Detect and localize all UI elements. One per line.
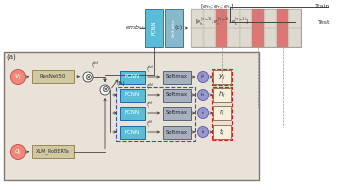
- Circle shape: [197, 108, 209, 119]
- Circle shape: [197, 71, 209, 82]
- FancyBboxPatch shape: [252, 28, 264, 47]
- FancyBboxPatch shape: [216, 28, 227, 47]
- FancyBboxPatch shape: [216, 9, 227, 28]
- Text: Softmax: Softmax: [166, 130, 188, 135]
- Text: Softmax: Softmax: [166, 74, 188, 79]
- Text: ⊗: ⊗: [101, 86, 109, 94]
- FancyBboxPatch shape: [240, 28, 252, 47]
- FancyBboxPatch shape: [120, 89, 145, 101]
- FancyBboxPatch shape: [4, 52, 259, 180]
- FancyBboxPatch shape: [213, 88, 231, 102]
- Text: $[e_{\hat{h}_i}^{(\tau-1)}; e_{\hat{r}_i}^{(\tau-1)}; e_{\hat{t}_i}^{(\tau-1)}]$: $[e_{\hat{h}_i}^{(\tau-1)}; e_{\hat{r}_i…: [195, 15, 249, 28]
- FancyBboxPatch shape: [120, 70, 145, 83]
- Text: Softmax: Softmax: [166, 93, 188, 97]
- Text: $f_i^{(z)}$: $f_i^{(z)}$: [146, 64, 154, 75]
- Text: Test: Test: [318, 20, 330, 25]
- FancyBboxPatch shape: [213, 106, 231, 120]
- Text: (c): (c): [175, 25, 183, 31]
- Text: Train: Train: [315, 5, 330, 10]
- Text: $\hat{r}_i$: $\hat{r}_i$: [201, 109, 205, 117]
- FancyBboxPatch shape: [32, 70, 74, 83]
- Text: $emb_{kb}$: $emb_{kb}$: [125, 24, 146, 32]
- FancyBboxPatch shape: [191, 9, 203, 28]
- Text: Softmax: Softmax: [166, 111, 188, 116]
- Text: $t_i$: $t_i$: [219, 126, 225, 138]
- Circle shape: [10, 145, 25, 159]
- Circle shape: [197, 89, 209, 101]
- FancyBboxPatch shape: [265, 9, 276, 28]
- FancyBboxPatch shape: [163, 70, 191, 83]
- FancyBboxPatch shape: [213, 70, 231, 84]
- Text: $\hat{y}_i$: $\hat{y}_i$: [200, 73, 206, 81]
- Text: $f_i^{(v)}$: $f_i^{(v)}$: [91, 60, 100, 71]
- FancyBboxPatch shape: [289, 9, 301, 28]
- Text: (b): (b): [117, 81, 126, 86]
- Text: $f_i^{(h)}$: $f_i^{(h)}$: [146, 82, 155, 93]
- FancyBboxPatch shape: [240, 9, 252, 28]
- FancyBboxPatch shape: [228, 28, 239, 47]
- Circle shape: [100, 85, 110, 95]
- FancyBboxPatch shape: [289, 28, 301, 47]
- FancyBboxPatch shape: [165, 9, 183, 47]
- Text: $q_i$: $q_i$: [14, 147, 22, 157]
- FancyBboxPatch shape: [204, 9, 215, 28]
- FancyBboxPatch shape: [120, 126, 145, 139]
- Text: Self-attn: Self-attn: [172, 19, 176, 37]
- Text: $\hat{h}_i$: $\hat{h}_i$: [200, 91, 206, 99]
- Circle shape: [83, 72, 93, 82]
- FancyBboxPatch shape: [163, 126, 191, 139]
- Text: $f_i^{(r)}$: $f_i^{(r)}$: [146, 100, 154, 111]
- FancyBboxPatch shape: [277, 9, 288, 28]
- FancyBboxPatch shape: [277, 28, 288, 47]
- Text: $[e_{h_i}; e_{r_i}; e_{t_i}]$: $[e_{h_i}; e_{r_i}; e_{t_i}]$: [200, 2, 234, 12]
- Text: $y_i$: $y_i$: [218, 72, 226, 82]
- Text: FCNN: FCNN: [125, 74, 140, 79]
- Text: FCNN: FCNN: [152, 21, 156, 35]
- FancyBboxPatch shape: [163, 89, 191, 101]
- Text: (a): (a): [6, 53, 16, 59]
- FancyBboxPatch shape: [191, 28, 203, 47]
- Text: FCNN: FCNN: [125, 93, 140, 97]
- FancyBboxPatch shape: [228, 9, 239, 28]
- FancyBboxPatch shape: [213, 125, 231, 139]
- FancyBboxPatch shape: [145, 9, 163, 47]
- Text: $f_i^{(t)}$: $f_i^{(t)}$: [146, 119, 154, 130]
- Text: $\hat{t}_i$: $\hat{t}_i$: [201, 128, 205, 136]
- FancyBboxPatch shape: [163, 107, 191, 120]
- Circle shape: [197, 127, 209, 138]
- Text: FCNN: FCNN: [125, 130, 140, 135]
- Text: FCNN: FCNN: [125, 111, 140, 116]
- FancyBboxPatch shape: [120, 107, 145, 120]
- Text: $r_i$: $r_i$: [219, 108, 225, 118]
- FancyBboxPatch shape: [252, 9, 264, 28]
- Circle shape: [10, 70, 25, 85]
- FancyBboxPatch shape: [191, 9, 301, 47]
- FancyBboxPatch shape: [204, 28, 215, 47]
- Text: $v_i$: $v_i$: [14, 72, 22, 82]
- FancyBboxPatch shape: [265, 28, 276, 47]
- Text: ResNet50: ResNet50: [40, 74, 66, 79]
- Text: XLM_RoBERTa: XLM_RoBERTa: [36, 149, 70, 154]
- FancyBboxPatch shape: [32, 145, 74, 158]
- Text: $h_i$: $h_i$: [218, 90, 226, 100]
- Text: ⊗: ⊗: [84, 73, 92, 82]
